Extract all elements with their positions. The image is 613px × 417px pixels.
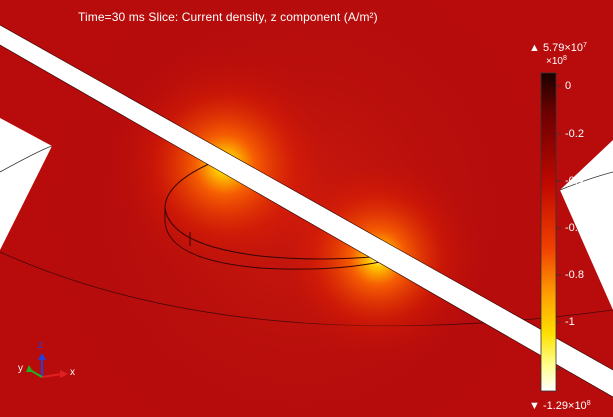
x-axis-arrow xyxy=(41,373,63,378)
colorbar-scale-label: ×108 xyxy=(546,55,567,67)
z-axis-label: z xyxy=(38,340,43,351)
colorbar-tick-label: -1.2 xyxy=(565,363,584,375)
plot-title: Time=30 ms Slice: Current density, z com… xyxy=(78,10,378,24)
background-region-right xyxy=(560,140,613,310)
colorbar-min-label: ▼ -1.29×108 xyxy=(529,400,591,412)
disk-outline xyxy=(164,159,381,270)
x-axis-label: x xyxy=(70,367,75,378)
axis-triad xyxy=(26,353,68,378)
y-axis-label: y xyxy=(18,363,23,374)
colorbar-tick-label: -1 xyxy=(565,316,575,328)
colorbar-gradient xyxy=(540,72,557,392)
colorbar-ticks xyxy=(556,85,561,370)
colorbar-tick-label: -0.6 xyxy=(565,222,584,234)
colorbar-tick-label: -0.4 xyxy=(565,175,584,187)
background-region-left xyxy=(0,118,52,250)
colorbar-tick-label: -0.2 xyxy=(565,128,584,140)
colorbar-max-label: ▲ 5.79×107 xyxy=(529,42,587,54)
colorbar-tick-label: -0.8 xyxy=(565,269,584,281)
colorbar-tick-label: 0 xyxy=(565,80,572,92)
slot-cut xyxy=(0,25,613,397)
